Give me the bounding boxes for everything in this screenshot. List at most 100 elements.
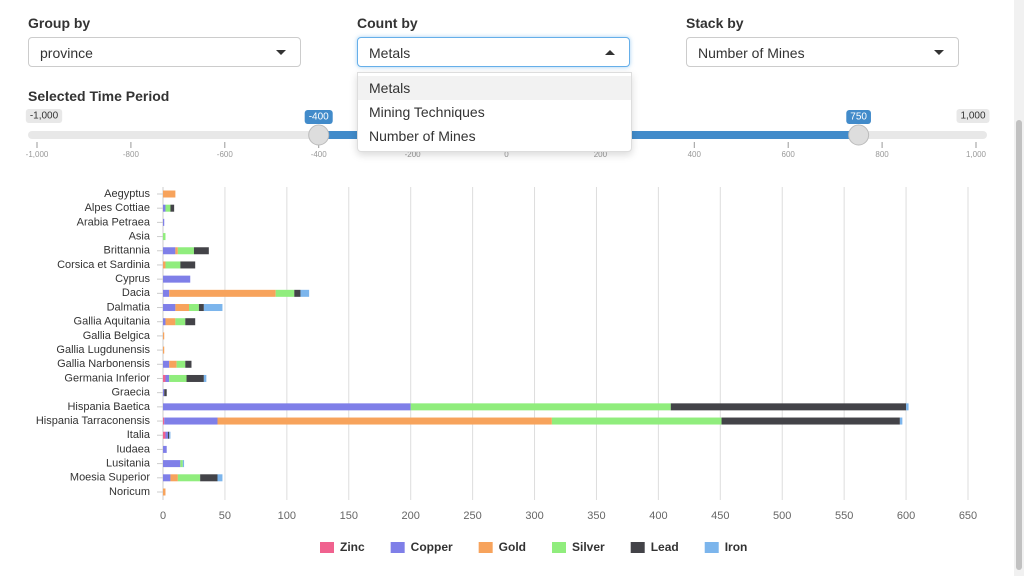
bar-segment — [167, 431, 170, 439]
slider-from-label: -400 — [309, 112, 329, 123]
bar-segment — [165, 374, 170, 382]
slider-handle[interactable] — [308, 124, 330, 146]
x-tick-label: 450 — [711, 510, 729, 522]
bar-segment — [165, 204, 171, 212]
y-tick-label: Moesia Superior — [70, 472, 150, 484]
y-tick-label: Gallia Narbonensis — [57, 358, 150, 370]
bar-segment — [203, 374, 207, 382]
bar-segment — [163, 346, 165, 354]
slider-max-label-bg — [956, 109, 990, 123]
bar-segment — [170, 474, 178, 482]
bar-segment — [175, 247, 178, 255]
legend-label: Copper — [411, 540, 453, 554]
bar-segment — [169, 289, 276, 297]
bar-segment — [163, 218, 165, 226]
x-tick-label: 400 — [649, 510, 667, 522]
count-by-label: Count by — [357, 15, 418, 31]
group-by-select[interactable]: province — [28, 37, 301, 67]
slider-tick-label: -400 — [311, 150, 328, 159]
slider-tick-label: 600 — [782, 150, 796, 159]
bar-segment — [176, 360, 186, 368]
bar-segment — [177, 474, 201, 482]
x-tick-label: 600 — [897, 510, 915, 522]
bar-segment — [163, 360, 170, 368]
legend-label: Zinc — [340, 540, 365, 554]
bar-segment — [177, 247, 194, 255]
bar-segment — [170, 204, 175, 212]
stack-by-value: Number of Mines — [698, 45, 805, 61]
bar-segment — [169, 374, 187, 382]
x-tick-label: 100 — [278, 510, 296, 522]
bar-segment — [721, 417, 900, 425]
slider-max-label: 1,000 — [960, 111, 985, 122]
x-tick-label: 0 — [160, 510, 166, 522]
bar-segment — [165, 431, 168, 439]
bar-segment — [186, 374, 204, 382]
x-tick-label: 150 — [340, 510, 358, 522]
y-tick-label: Noricum — [109, 486, 150, 498]
y-tick-label: Cyprus — [115, 273, 150, 285]
x-tick-label: 300 — [525, 510, 543, 522]
group-by-label: Group by — [28, 15, 91, 31]
bar-segment — [163, 374, 166, 382]
slider-tick-label: 400 — [688, 150, 702, 159]
slider-to-label: 750 — [850, 112, 867, 123]
y-tick-label: Lusitania — [106, 458, 151, 470]
bar-segment — [189, 304, 199, 312]
scroll-thumb[interactable] — [1016, 120, 1022, 570]
bar-segment — [163, 204, 166, 212]
bar-segment — [551, 417, 722, 425]
scrollbar[interactable] — [1014, 0, 1024, 576]
slider-tick-label: 0 — [504, 150, 509, 159]
stack-by-select[interactable]: Number of Mines — [686, 37, 959, 67]
bar-segment — [164, 417, 218, 425]
bar-segment — [163, 247, 176, 255]
bar-segment — [163, 261, 166, 269]
bar-segment — [165, 318, 176, 326]
bar-segment — [163, 474, 171, 482]
bar-segment — [175, 318, 186, 326]
slider-min-label-bg — [25, 109, 63, 123]
x-tick-label: 350 — [587, 510, 605, 522]
x-tick-label: 200 — [402, 510, 420, 522]
y-tick-label: Germania Inferior — [64, 372, 150, 384]
count-by-select[interactable]: Metals — [357, 37, 630, 67]
stack-by-label: Stack by — [686, 15, 744, 31]
x-tick-label: 500 — [773, 510, 791, 522]
bar-segment — [185, 318, 196, 326]
bar-segment — [180, 460, 183, 468]
bar-segment — [294, 289, 301, 297]
bar-segment — [217, 417, 552, 425]
y-tick-label: Dalmatia — [107, 301, 151, 313]
slider-tick-label: -600 — [217, 150, 234, 159]
slider-to-label-bg — [846, 110, 871, 124]
bar-segment — [163, 233, 166, 241]
bar-segment — [185, 360, 192, 368]
dropdown-option[interactable]: Mining Techniques — [369, 104, 485, 120]
x-tick-label: 50 — [219, 510, 231, 522]
time-period-label: Selected Time Period — [28, 88, 170, 104]
slider-handle[interactable] — [848, 124, 870, 146]
bar-segment — [275, 289, 295, 297]
bar-segment — [163, 275, 191, 283]
y-tick-label: Corsica et Sardinia — [57, 259, 151, 271]
legend-label: Lead — [651, 540, 679, 554]
legend-swatch — [320, 542, 334, 553]
legend-swatch — [478, 542, 493, 553]
bar-segment — [163, 460, 181, 468]
bar-segment — [906, 403, 909, 411]
legend-swatch — [390, 542, 405, 553]
legend-label: Gold — [499, 540, 526, 554]
slider-tick-label: -200 — [405, 150, 422, 159]
dropdown-option[interactable]: Metals — [358, 76, 631, 100]
legend-swatch — [630, 542, 645, 553]
bar-segment — [182, 460, 185, 468]
slider-min-label: -1,000 — [30, 111, 59, 122]
x-tick-label: 550 — [835, 510, 853, 522]
dropdown-option[interactable]: Number of Mines — [369, 128, 476, 144]
bar-segment — [163, 445, 167, 453]
count-by-value: Metals — [369, 45, 411, 61]
caret — [605, 50, 615, 55]
